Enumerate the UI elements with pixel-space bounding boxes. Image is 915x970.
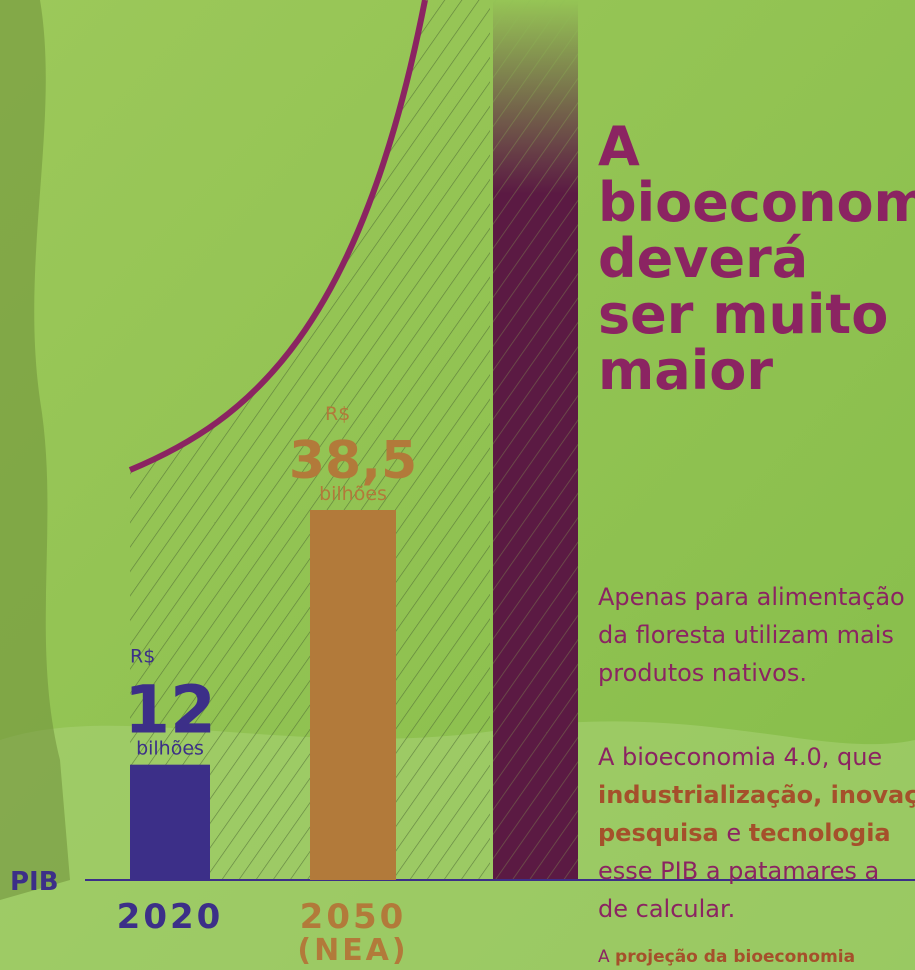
bar	[310, 510, 396, 880]
x-tick-label: 2050	[300, 897, 407, 937]
headline-line: ser muito	[598, 283, 888, 346]
headline-line: maior	[598, 339, 773, 402]
value-label: 12	[124, 672, 216, 749]
headline-line: bioeconomia	[598, 171, 915, 234]
body-text: A bioeconomia 4.0, que	[598, 743, 882, 771]
footer-text: projeção da bioeconomia	[615, 947, 855, 967]
body-line: Apenas para alimentação	[598, 583, 905, 611]
category-note: (NEA)	[297, 933, 408, 968]
axis-label: PIB	[10, 867, 59, 897]
dark-band-hatch	[493, 0, 578, 880]
infographic: PIBbilhões12R$2020bilhões38,5R$2050(NEA)…	[0, 0, 915, 970]
headline-line: A	[598, 115, 640, 178]
body-line: esse PIB a patamares a	[598, 857, 879, 885]
currency-label: R$	[325, 403, 350, 425]
footer-text: A	[598, 947, 615, 967]
body-line: A bioeconomia 4.0, que	[598, 743, 882, 771]
body-text: tecnologia	[749, 819, 891, 847]
body-text: da floresta utilizam mais	[598, 621, 894, 649]
page: PIBbilhões12R$2020bilhões38,5R$2050(NEA)…	[0, 0, 915, 970]
body-text: de calcular.	[598, 895, 735, 923]
body-text: esse PIB a patamares a	[598, 857, 879, 885]
body-line: de calcular.	[598, 895, 735, 923]
body-text: produtos nativos.	[598, 659, 807, 687]
body-line: da floresta utilizam mais	[598, 621, 894, 649]
body-text: e	[719, 819, 749, 847]
body-line: pesquisa e tecnologia	[598, 819, 891, 847]
value-label: 38,5	[289, 431, 417, 491]
headline-line: deverá	[598, 227, 808, 290]
body-line: industrialização, inovação	[598, 781, 915, 809]
body-line: produtos nativos.	[598, 659, 807, 687]
footer: A projeção da bioeconomia	[598, 947, 855, 967]
body-text: Apenas para alimentação	[598, 583, 905, 611]
x-tick-label: 2020	[117, 897, 224, 937]
bar	[130, 765, 210, 880]
body-text: industrialização, inovação	[598, 781, 915, 809]
currency-label: R$	[130, 646, 155, 668]
body-text: pesquisa	[598, 819, 719, 847]
